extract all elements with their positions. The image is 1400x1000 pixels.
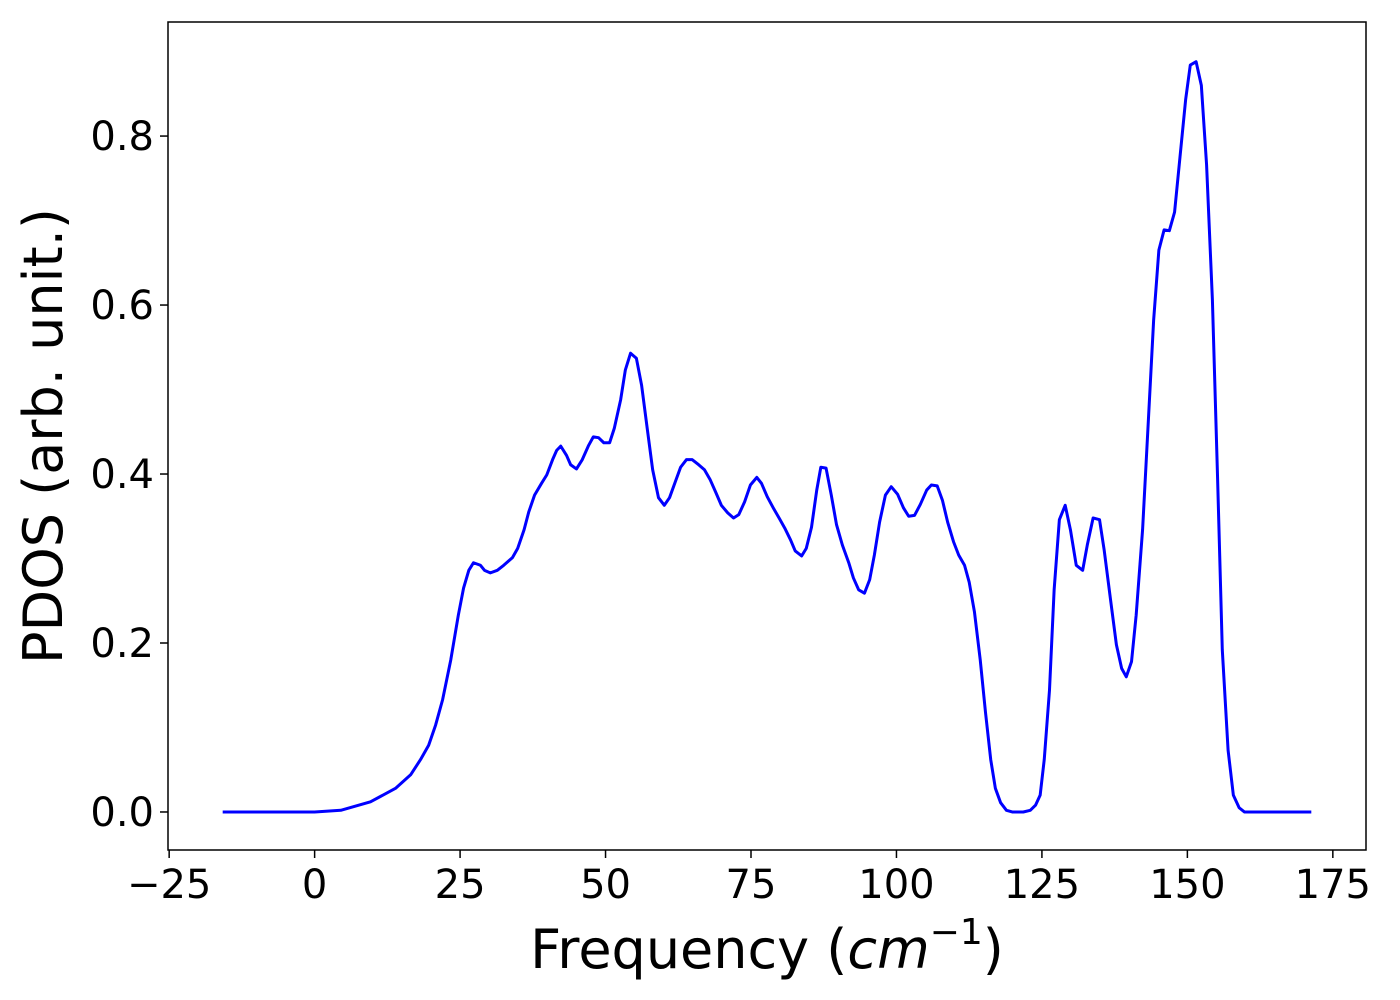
y-axis-label: PDOS (arb. unit.) xyxy=(12,208,75,664)
x-label-part: ) xyxy=(983,918,1004,981)
y-tick-label: 0.2 xyxy=(90,621,154,667)
x-tick-label: 150 xyxy=(1149,862,1225,908)
x-axis-label: Frequency (cm−1) xyxy=(530,912,1004,981)
y-tick-label: 0.4 xyxy=(90,452,154,498)
data-line xyxy=(222,60,1312,814)
x-tick-label: 125 xyxy=(1004,862,1080,908)
x-label-part: cm xyxy=(847,918,929,981)
x-tick-label: 175 xyxy=(1295,862,1371,908)
x-tick-label: 75 xyxy=(726,862,777,908)
x-tick-label: 100 xyxy=(858,862,934,908)
y-tick-label: 0.6 xyxy=(90,283,154,329)
y-tick-label: 0.0 xyxy=(90,790,154,836)
plot-frame xyxy=(167,21,1367,851)
x-label-part: Frequency ( xyxy=(530,918,847,981)
y-tick-label: 0.8 xyxy=(90,114,154,160)
x-tick-label: 0 xyxy=(302,862,327,908)
x-tick-label: 50 xyxy=(580,862,631,908)
x-tick-label: −25 xyxy=(127,862,211,908)
x-label-part: −1 xyxy=(930,912,983,953)
x-tick-label: 25 xyxy=(435,862,486,908)
